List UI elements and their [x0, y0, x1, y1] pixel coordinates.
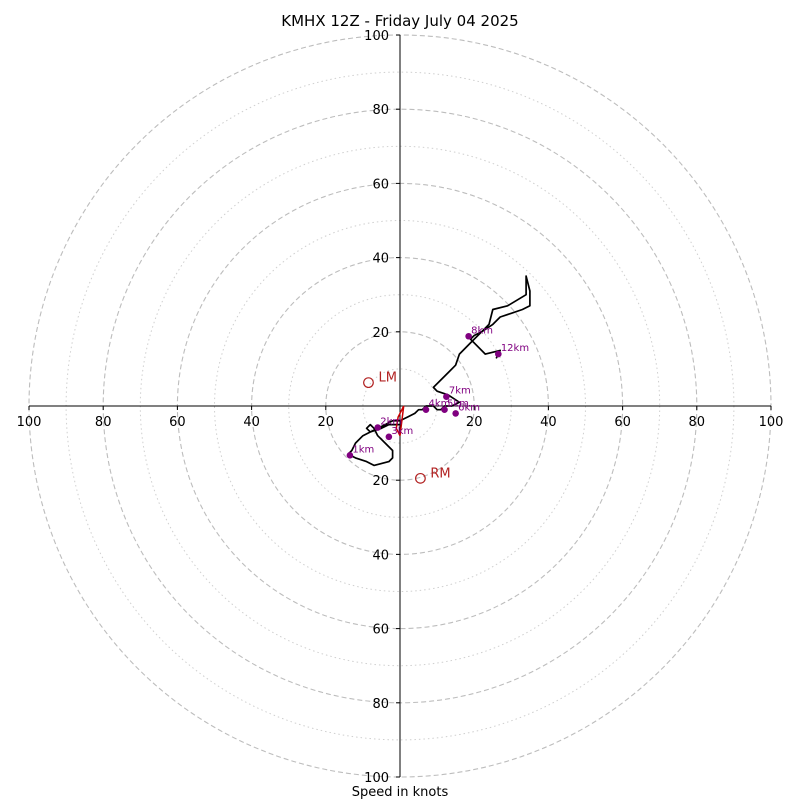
tick-labels: 100 80 60 40 20 20 40 60 80 100 100 80 60 40 20 20 40 60 8…: [17, 29, 784, 786]
x-tick-label: 20: [466, 415, 483, 430]
y-tick-label: 100: [364, 29, 389, 44]
chart-title: KMHX 12Z - Friday July 04 2025: [281, 12, 518, 30]
storm-motion-point: [363, 377, 374, 389]
storm-motion-label: RM: [430, 466, 450, 481]
x-tick-label: 40: [243, 415, 260, 430]
height-marker-label: 2km: [380, 417, 402, 428]
storm-motion-point: [415, 472, 426, 484]
y-tick-label: 40: [372, 548, 389, 563]
height-marker-point: [385, 433, 393, 441]
storm-motion-label: LM: [378, 371, 396, 386]
height-marker-label: 4km: [428, 399, 450, 410]
height-marker-point: [441, 406, 448, 414]
y-tick-label: 60: [372, 177, 389, 192]
hodograph-line: [347, 275, 531, 467]
x-tick-label: 60: [169, 415, 186, 430]
height-marker-label: 7km: [449, 386, 471, 397]
x-tick-label: 100: [759, 415, 784, 430]
x-tick-label: 20: [318, 415, 335, 430]
height-marker-point: [452, 410, 459, 417]
height-marker-label: 1km: [352, 444, 374, 455]
x-tick-label: 60: [614, 415, 631, 430]
height-marker-point: [422, 406, 430, 414]
y-tick-label: 60: [372, 623, 389, 638]
height-marker-label: 6km: [458, 402, 480, 413]
y-tick-label: 80: [372, 103, 389, 118]
height-marker-label: 12km: [501, 343, 529, 354]
y-tick-label: 80: [372, 697, 389, 712]
x-tick-label: 80: [689, 415, 706, 430]
height-marker-point: [374, 424, 382, 431]
height-marker-label: 5km: [447, 399, 469, 410]
y-tick-label: 20: [372, 474, 389, 489]
x-tick-label: 100: [17, 415, 42, 430]
hodograph-trace: [347, 275, 531, 467]
y-tick-label: 20: [372, 326, 389, 341]
height-marker-point: [346, 452, 354, 459]
y-tick-label: 100: [364, 771, 389, 786]
axes: [28, 34, 772, 778]
storm-motion-markers: LM RM: [363, 371, 451, 484]
shear-vector: [395, 405, 405, 437]
height-marker-label: 8km: [471, 325, 493, 336]
height-marker-label: 3km: [391, 426, 413, 437]
shear-vector-line: [395, 405, 405, 437]
x-tick-label: 80: [95, 415, 112, 430]
y-tick-label: 40: [372, 252, 389, 267]
height-marker-point: [465, 332, 472, 340]
height-marker-point: [495, 350, 502, 358]
height-marker-point: [443, 393, 450, 401]
x-tick-label: 40: [540, 415, 557, 430]
x-axis-label: Speed in knots: [352, 785, 449, 800]
